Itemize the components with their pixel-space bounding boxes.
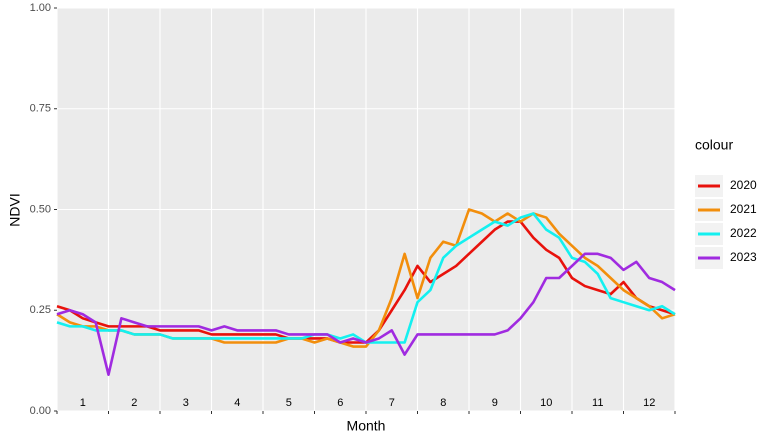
legend-label: 2020: [730, 178, 757, 192]
month-label: 4: [234, 397, 240, 409]
series-line: [56, 252, 676, 377]
legend-label: 2022: [730, 226, 757, 240]
y-tick-label: 0.00: [30, 405, 51, 417]
legend-label: 2021: [730, 202, 757, 216]
y-tick-label: 0.75: [30, 103, 51, 115]
y-tick-label: 0.25: [30, 304, 51, 316]
month-label: 3: [183, 397, 189, 409]
x-axis-title: Month: [347, 418, 386, 434]
legend-title: colour: [695, 137, 733, 153]
month-label: 1: [80, 397, 86, 409]
y-axis-title: NDVI: [7, 193, 23, 226]
y-tick-label: 1.00: [30, 2, 51, 14]
month-label: 12: [643, 397, 655, 409]
legend-label: 2023: [730, 250, 757, 264]
month-label: 9: [492, 397, 498, 409]
lines: [56, 208, 676, 377]
month-label: 2: [131, 397, 137, 409]
month-label: 11: [592, 397, 603, 409]
grid: [56, 7, 676, 412]
month-label: 10: [540, 397, 552, 409]
month-label: 6: [337, 397, 343, 409]
month-label: 7: [389, 397, 395, 409]
month-label: 5: [286, 397, 292, 409]
month-label: 8: [440, 397, 446, 409]
y-tick-label: 0.50: [30, 203, 51, 215]
